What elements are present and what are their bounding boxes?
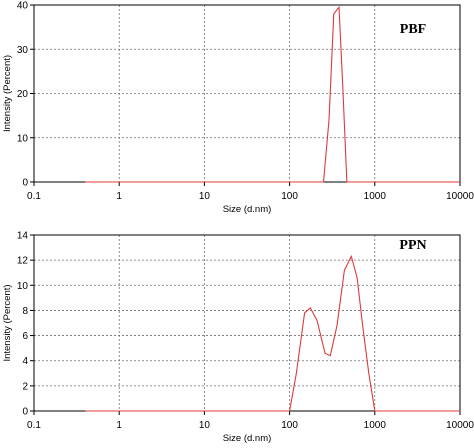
x-tick-label: 0.1 xyxy=(27,420,41,431)
x-tick-label: 1000 xyxy=(364,191,387,202)
y-tick-label: 30 xyxy=(17,45,29,56)
panel-ppn: 0.1 1 10 100 1000 10000 0 2 4 6 8 10 12 14 Size (d.nm)… xyxy=(2,231,474,445)
y-tick-label: 2 xyxy=(22,381,28,392)
y-tick-label: 10 xyxy=(17,133,29,144)
y-axis-label: Intensity (Percent) xyxy=(2,55,13,132)
x-tick-label: 10 xyxy=(199,191,211,202)
panel-title: PPN xyxy=(399,238,426,253)
x-tick-label: 10000 xyxy=(446,191,474,202)
y-tick-label: 8 xyxy=(22,306,28,317)
y-tick-label: 20 xyxy=(17,89,29,100)
x-axis-label: Size (d.nm) xyxy=(223,433,272,444)
x-tick-label: 1000 xyxy=(364,420,387,431)
x-tick-label: 100 xyxy=(281,191,298,202)
panel-title: PBF xyxy=(400,22,426,37)
y-tick-label: 6 xyxy=(22,331,28,342)
x-tick-label: 1 xyxy=(116,420,122,431)
x-tick-label: 0.1 xyxy=(27,191,41,202)
x-tick-label: 1 xyxy=(116,191,122,202)
y-tick-label: 10 xyxy=(17,281,29,292)
x-tick-label: 10 xyxy=(199,420,211,431)
y-tick-label: 0 xyxy=(22,407,28,418)
y-tick-label: 0 xyxy=(22,178,28,189)
y-tick-label: 12 xyxy=(17,256,29,267)
y-tick-label: 14 xyxy=(17,231,29,242)
series-line xyxy=(85,5,460,183)
panel-pbf: 0.1 1 10 100 1000 10000 0 10 20 30 40 Size (d.nm) In… xyxy=(2,1,474,216)
x-tick-label: 10000 xyxy=(446,420,474,431)
series-line xyxy=(85,254,460,412)
y-axis-label: Intensity (Percent) xyxy=(2,284,13,361)
y-tick-label: 4 xyxy=(22,356,28,367)
x-axis-label: Size (d.nm) xyxy=(223,204,272,215)
plot-frame xyxy=(33,234,461,412)
y-tick-label: 40 xyxy=(17,1,29,12)
x-tick-label: 100 xyxy=(281,420,298,431)
